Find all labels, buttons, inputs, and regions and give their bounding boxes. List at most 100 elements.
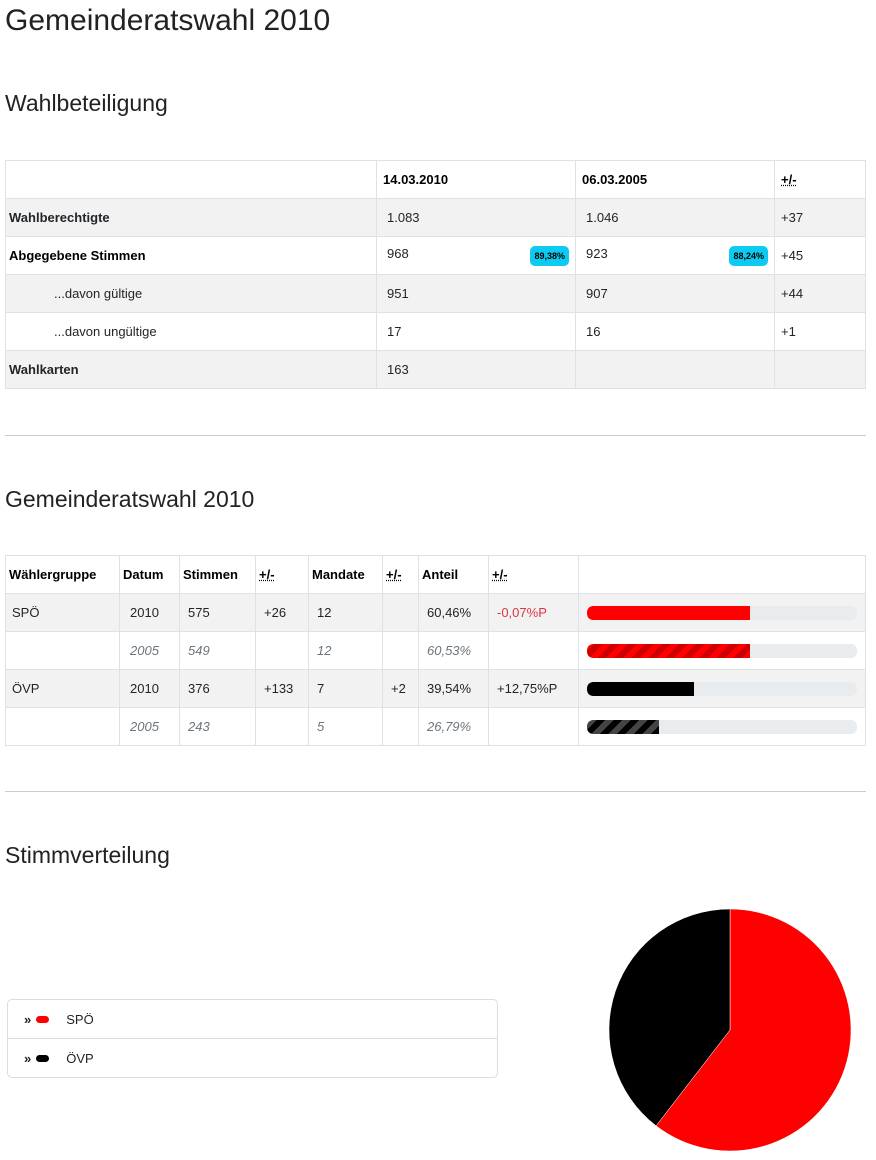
legend-label: ÖVP — [66, 1050, 94, 1066]
cell-share: 39,54% — [418, 669, 489, 708]
row-label: ...davon gültige — [5, 274, 377, 313]
cell-text: 2010 — [130, 681, 159, 696]
cell-year: 2010 — [119, 593, 180, 632]
cell-votes: 549 — [179, 631, 256, 670]
cell: +37 — [774, 198, 866, 237]
table-row: ...davon gültige 951 907 +44 — [5, 274, 866, 313]
cell: 17 — [376, 312, 576, 351]
cell-shdiff — [488, 707, 579, 746]
divider — [5, 435, 866, 436]
results-table: Wählergruppe Datum Stimmen +/- Mandate +… — [5, 555, 866, 746]
row-label: ...davon ungültige — [5, 312, 377, 351]
share-bar — [587, 719, 857, 734]
cell-text: SPÖ — [12, 605, 40, 620]
percent-badge: 89,38% — [530, 245, 569, 266]
cell-text: 376 — [188, 681, 210, 696]
cell-text: 549 — [188, 643, 210, 658]
legend-item-spo[interactable]: » SPÖ — [8, 1000, 497, 1038]
cell: 16 — [575, 312, 775, 351]
cell-sdiff — [382, 593, 419, 632]
share-bar — [587, 643, 857, 658]
cell-shdiff: +12,75%P — [488, 669, 579, 708]
cell-vdiff — [255, 631, 309, 670]
cell-vdiff — [255, 707, 309, 746]
cell-text: +26 — [264, 605, 287, 620]
legend-swatch — [36, 1015, 50, 1023]
header — [5, 160, 377, 199]
header: Datum — [119, 555, 180, 594]
cell-text: 60,53% — [427, 643, 472, 658]
header-diff[interactable]: +/- — [492, 567, 508, 582]
cell-text: 2010 — [130, 605, 159, 620]
header: Anteil — [418, 555, 489, 594]
cell-text: 39,54% — [427, 681, 472, 696]
cell-party: SPÖ — [5, 593, 120, 632]
header: 06.03.2005 — [575, 160, 775, 199]
cell-share: 60,53% — [418, 631, 489, 670]
share-bar-fill — [587, 681, 694, 696]
cell-text: 26,79% — [427, 719, 472, 734]
cell-share: 26,79% — [418, 707, 489, 746]
share-bar-fill — [587, 719, 660, 734]
cell-votes: 376 — [179, 669, 256, 708]
header: Stimmen — [179, 555, 256, 594]
header: Mandate — [308, 555, 383, 594]
cell-year: 2010 — [119, 669, 180, 708]
cell-vdiff: +26 — [255, 593, 309, 632]
cell-text: 7 — [317, 681, 325, 696]
header-diff[interactable]: +/- — [259, 567, 275, 582]
cell — [774, 350, 866, 389]
row-label: Wahlberechtigte — [5, 198, 377, 237]
distribution-heading: Stimmverteilung — [5, 842, 170, 868]
header: Wählergruppe — [5, 555, 120, 594]
cell-seats: 5 — [308, 707, 383, 746]
cell-sdiff: +2 — [382, 669, 419, 708]
cell: 923 — [586, 245, 608, 261]
cell-party — [5, 631, 120, 670]
cell: +1 — [774, 312, 866, 351]
cell-text: 575 — [188, 605, 210, 620]
cell: +44 — [774, 274, 866, 313]
results-heading: Gemeinderatswahl 2010 — [5, 486, 255, 512]
cell: +45 — [774, 236, 866, 275]
table-row: Wahlberechtigte 1.083 1.046 +37 — [5, 198, 866, 237]
cell-text: ÖVP — [12, 681, 40, 696]
cell-votes: 243 — [179, 707, 256, 746]
cell-bar — [578, 669, 866, 708]
cell-bar — [578, 707, 866, 746]
pie-slice-ovp[interactable] — [608, 908, 731, 1127]
cell-sdiff — [382, 707, 419, 746]
percent-badge: 88,24% — [729, 245, 768, 266]
cell-shdiff — [488, 631, 579, 670]
cell-text: 243 — [188, 719, 210, 734]
cell-seats: 7 — [308, 669, 383, 708]
cell-text: 5 — [317, 719, 325, 734]
cell-seats: 12 — [308, 593, 383, 632]
table-row: ÖVP 2010 376 +133 7 +2 39,54% +12,75%P — [5, 669, 866, 708]
cell-share: 60,46% — [418, 593, 489, 632]
cell-text: +2 — [391, 681, 406, 696]
share-bar — [587, 605, 857, 620]
chevron-double-right-icon: » — [24, 1050, 32, 1066]
cell-text: +133 — [264, 681, 294, 696]
header-diff[interactable]: +/- — [781, 172, 797, 187]
table-row: 2005 549 12 60,53% — [5, 631, 866, 670]
cell-bar — [578, 593, 866, 632]
cell-text: 12 — [317, 605, 332, 620]
header-diff[interactable]: +/- — [386, 567, 402, 582]
divider — [5, 791, 866, 792]
cell-bar — [578, 631, 866, 670]
cell-votes: 575 — [179, 593, 256, 632]
cell: 1.046 — [575, 198, 775, 237]
cell-shdiff: -0,07%P — [488, 593, 579, 632]
pie-slice-spo[interactable] — [655, 908, 852, 1152]
table-row: 2005 243 5 26,79% — [5, 707, 866, 746]
cell-text: 2005 — [130, 719, 159, 734]
cell-text: -0,07%P — [497, 605, 547, 620]
row-label: Wahlkarten — [5, 350, 377, 389]
pie-chart — [608, 908, 852, 1152]
turnout-table: 14.03.2010 06.03.2005 +/- Wahlberechtigte 1… — [5, 160, 866, 389]
cell-sdiff — [382, 631, 419, 670]
legend-item-ovp[interactable]: » ÖVP — [8, 1038, 497, 1077]
cell-vdiff: +133 — [255, 669, 309, 708]
